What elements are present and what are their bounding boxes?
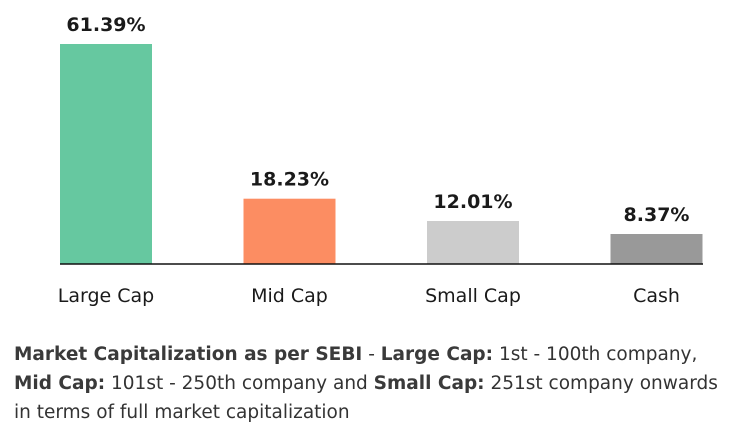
footnote-small-cap-label: Small Cap: <box>373 373 485 394</box>
category-label-large-cap: Large Cap <box>58 285 154 307</box>
footnote-title: Market Capitalization as per SEBI <box>14 344 363 365</box>
category-label-small-cap: Small Cap <box>425 285 521 307</box>
footnote-large-cap-desc: 1st - 100th company, <box>493 344 698 365</box>
bar-chart: 61.39% 18.23% 12.01% 8.37% Large Cap Mid Cap… <box>58 14 703 307</box>
footnote-mid-cap-label: Mid Cap: <box>14 373 106 394</box>
bar-mid-cap <box>243 198 336 264</box>
footnote-mid-cap-desc: 101st - 250th company and <box>105 373 374 394</box>
footnote-small-cap-desc: 251st company onwards in terms of full m… <box>14 373 718 423</box>
footnote: Market Capitalization as per SEBI - Larg… <box>14 340 729 427</box>
footnote-large-cap-label: Large Cap: <box>380 344 494 365</box>
category-labels-group: Large Cap Mid Cap Small Cap Cash <box>58 285 680 307</box>
value-label-cash: 8.37% <box>624 204 690 226</box>
value-labels-group: 61.39% 18.23% 12.01% 8.37% <box>66 14 689 226</box>
value-label-mid-cap: 18.23% <box>250 169 329 191</box>
bars-group <box>60 44 703 264</box>
footnote-separator: - <box>362 344 381 365</box>
bar-small-cap <box>427 221 519 264</box>
value-label-large-cap: 61.39% <box>66 14 145 36</box>
bar-cash <box>610 234 703 264</box>
value-label-small-cap: 12.01% <box>433 191 512 213</box>
bar-large-cap <box>60 44 152 264</box>
category-label-cash: Cash <box>633 285 680 307</box>
category-label-mid-cap: Mid Cap <box>251 285 328 307</box>
